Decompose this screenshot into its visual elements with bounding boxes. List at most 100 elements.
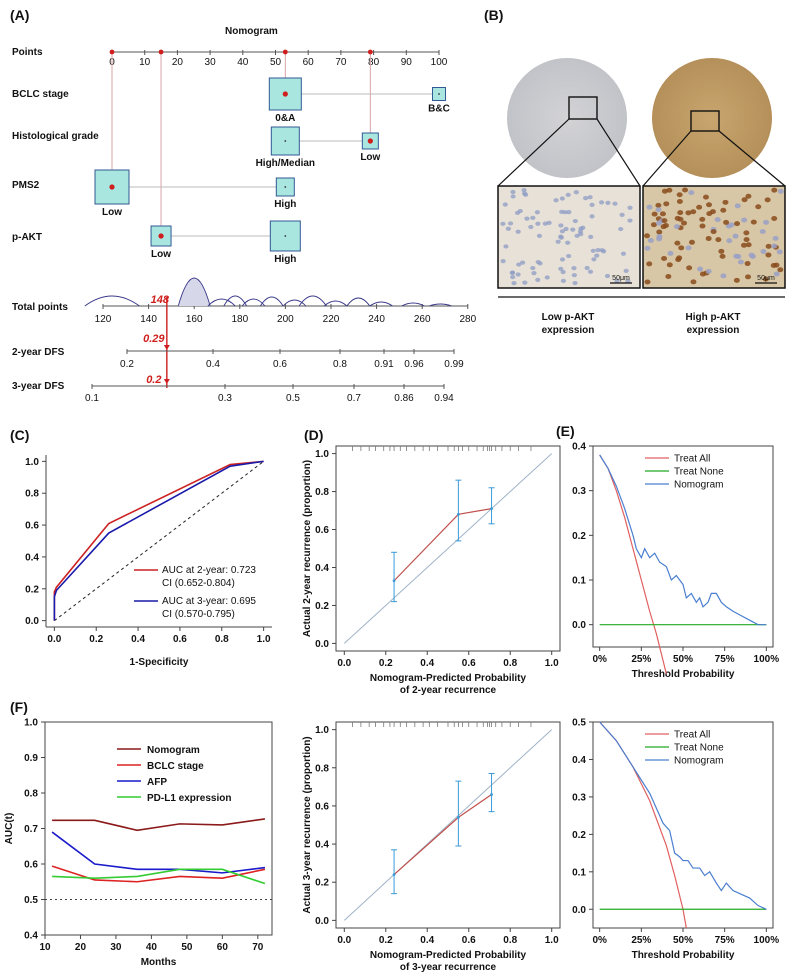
dfs2-tick-label: 0.2 [120,359,134,370]
nucleus-blue [623,268,629,273]
nucleus-blue [505,226,511,231]
x-tick-label: 50% [673,654,693,665]
calibration-point [456,512,460,516]
points-marker [158,49,164,55]
y-tick-label: 0.1 [572,576,586,587]
y-tick-label: 1.0 [315,449,329,460]
legend-label: PD-L1 expression [147,793,231,804]
nucleus-brown [661,188,668,194]
nucleus-brown [705,236,712,242]
calibration-point [456,815,460,819]
nucleus-blue [522,191,528,196]
x-tick-label: 70 [252,942,264,953]
panel-label-f: (F) [10,699,28,715]
legend-label: Treat All [674,454,710,465]
dfs2-tick-label: 0.8 [333,359,347,370]
nucleus-blue [530,215,536,220]
nucleus-blue [560,269,566,275]
y-tick-label: 0.9 [24,753,38,764]
nucleus-blue [570,227,576,232]
nucleus-brown [743,230,750,236]
pakt-selected-dot [158,233,164,239]
nucleus-blue [507,221,514,226]
x-tick-label: 1.0 [545,658,559,669]
nucleus-brown [677,216,684,222]
nucleus-brown [765,252,772,258]
y-tick-label: 0.8 [24,789,38,800]
nucleus-brown [732,233,739,239]
nucleus-brown [777,188,784,194]
dfs3-tick-label: 0.86 [394,393,414,404]
x-tick-label: 25% [631,654,651,665]
nucleus-blue [528,224,534,230]
series-line-nomogram [599,721,767,910]
nucleus-blue [503,244,509,249]
row-label-bclc: BCLC stage [12,89,69,100]
nucleus-blue [521,187,527,193]
nucleus-brown [734,221,741,227]
nucleus-blue [536,233,543,239]
nucleus-brown [760,249,767,255]
x-tick-label: 0.0 [47,634,61,645]
legend-label: Treat None [674,743,724,754]
legend-label: Treat None [674,467,724,478]
y-tick-label: 0.8 [315,763,329,774]
high-expression-label: expression [687,325,740,336]
x-tick-label: 0% [592,935,607,946]
panel-label-c: (C) [10,427,29,443]
nucleus-brown [699,271,706,277]
calibration-point [490,793,493,796]
x-tick-label: 75% [715,935,735,946]
y-tick-label: 0.0 [315,639,329,650]
nucleus-brown [651,211,658,217]
nucleus-brown [755,204,762,210]
histo-box-label: Low [360,152,380,163]
legend-ci: CI (0.652-0.804) [162,578,235,589]
histo-selected-dot [367,138,373,144]
x-tick-label: 100% [754,935,780,946]
nucleus-blue [519,260,526,265]
nucleus-brown [661,255,668,261]
y-tick-label: 1.0 [315,725,329,736]
row-label-total: Total points [12,302,68,313]
tma-core-high [652,58,772,178]
nucleus-blue [565,192,571,197]
nucleus-brown [646,204,653,210]
dfs3-tick-label: 0.1 [85,393,99,404]
y-tick-label: 0.6 [25,521,39,532]
nucleus-blue [553,198,559,203]
nucleus-brown [685,210,692,216]
nucleus-blue [509,270,515,275]
y-tick-label: 0.2 [572,531,586,542]
pms2-dot [284,186,287,188]
x-axis-label: of 3-year recurrence [400,962,497,973]
points-tick-label: 50 [270,57,282,68]
chart-D2: 0.0 0.2 0.4 0.6 0.8 1.0 0.0 0.2 0.4 0.6 0.8 1.0 Nomo… [302,721,561,973]
x-tick-label: 0.4 [420,658,434,669]
nucleus-brown [666,262,673,268]
nucleus-brown [674,240,681,246]
y-axis-label: Actual 2-year recurrence (proportion) [302,460,313,637]
dfs2-tick-label: 0.91 [374,359,394,370]
y-tick-label: 0.4 [315,563,329,574]
legend-label: AUC at 2-year: 0.723 [162,565,256,576]
nucleus-blue [502,202,508,207]
x-tick-label: 100% [754,654,780,665]
nucleus-brown [644,245,651,251]
nucleus-blue [535,259,541,265]
series-line-nomogram [52,818,266,832]
nucleus-brown [771,216,778,222]
nucleus-blue [522,280,528,285]
nucleus-brown [733,253,740,259]
nucleus-brown [734,203,741,209]
nucleus-blue [614,278,620,284]
nucleus-blue [558,266,564,271]
y-tick-label: 0.3 [572,792,586,803]
pakt-box-label: High [274,254,296,265]
nucleus-blue [510,194,516,199]
nucleus-blue [573,190,579,195]
density-bump [298,295,327,307]
calibration-point [392,873,396,876]
dfs2-tick-label: 0.4 [206,359,220,370]
series-line-calibration [393,793,492,876]
